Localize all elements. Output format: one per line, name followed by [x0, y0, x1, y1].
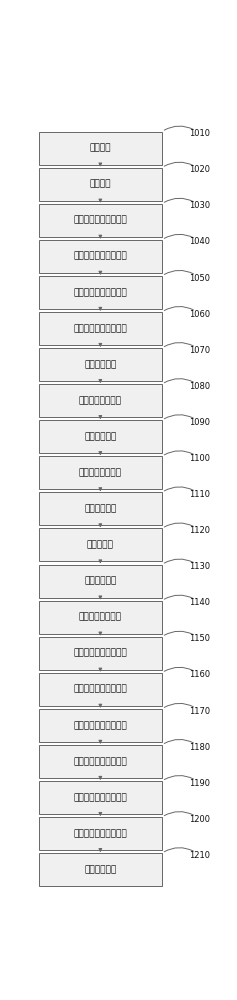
Text: 1070: 1070	[189, 346, 210, 355]
Bar	[39, 637, 162, 670]
Text: 相位差模块: 相位差模块	[87, 540, 114, 549]
Text: 1090: 1090	[190, 418, 210, 427]
Bar	[39, 781, 162, 814]
Text: 第二虚数向量滤波模块: 第二虚数向量滤波模块	[73, 793, 127, 802]
Bar	[39, 528, 162, 561]
Text: 第二实数向量序列模块: 第二实数向量序列模块	[73, 649, 127, 658]
Text: 采样模块: 采样模块	[90, 144, 111, 153]
Text: 第一实数向量序列模块: 第一实数向量序列模块	[73, 216, 127, 225]
Bar	[39, 348, 162, 381]
Text: 1150: 1150	[190, 634, 210, 643]
Bar	[39, 132, 162, 165]
Text: 第二实数向量积分模块: 第二实数向量积分模块	[73, 721, 127, 730]
Text: 第二虚数向量积分模块: 第二虚数向量积分模块	[73, 829, 127, 838]
Text: 参考频率重置模块: 参考频率重置模块	[79, 613, 122, 622]
Text: 1010: 1010	[190, 129, 210, 138]
Text: 第一实数向量滤波模块: 第一实数向量滤波模块	[73, 252, 127, 261]
Text: 1140: 1140	[190, 598, 210, 607]
Text: 1160: 1160	[189, 670, 210, 679]
Text: 1060: 1060	[189, 310, 210, 319]
Text: 1180: 1180	[189, 743, 210, 752]
Text: 1080: 1080	[189, 382, 210, 391]
Bar	[39, 673, 162, 706]
Text: 后段序列积分模块: 后段序列积分模块	[79, 468, 122, 477]
Text: 第二实数向量滤波模块: 第二实数向量滤波模块	[73, 685, 127, 694]
Bar	[39, 240, 162, 273]
Text: 第一虚数向量序列模块: 第一虚数向量序列模块	[73, 288, 127, 297]
Bar	[39, 168, 162, 201]
Bar	[39, 384, 162, 417]
Text: 初测模块: 初测模块	[90, 180, 111, 189]
Text: 1130: 1130	[189, 562, 210, 571]
Text: 第一相位模块: 第一相位模块	[84, 432, 116, 441]
Text: 谐波相位模块: 谐波相位模块	[84, 865, 116, 874]
Text: 1170: 1170	[189, 707, 210, 716]
Bar	[39, 276, 162, 309]
Bar	[39, 601, 162, 634]
Text: 1190: 1190	[190, 779, 210, 788]
Bar	[39, 817, 162, 850]
Bar	[39, 565, 162, 598]
Bar	[39, 420, 162, 453]
Text: 1030: 1030	[189, 201, 210, 210]
Text: 1100: 1100	[190, 454, 210, 463]
Text: 第二虚数向量序列模块: 第二虚数向量序列模块	[73, 757, 127, 766]
Text: 1200: 1200	[190, 815, 210, 824]
Text: 1210: 1210	[190, 851, 210, 860]
Bar	[39, 709, 162, 742]
Bar	[39, 853, 162, 886]
Text: 第一虚数向量滤波模块: 第一虚数向量滤波模块	[73, 324, 127, 333]
Text: 第二相位模块: 第二相位模块	[84, 504, 116, 513]
Text: 前段序列积分模块: 前段序列积分模块	[79, 396, 122, 405]
Bar	[39, 745, 162, 778]
Text: 1020: 1020	[190, 165, 210, 174]
Text: 1120: 1120	[190, 526, 210, 535]
Text: 1110: 1110	[190, 490, 210, 499]
Bar	[39, 492, 162, 525]
Text: 1040: 1040	[190, 237, 210, 246]
Bar	[39, 312, 162, 345]
Text: 1050: 1050	[190, 274, 210, 283]
Text: 基波频率模块: 基波频率模块	[84, 577, 116, 586]
Text: 序列等分模块: 序列等分模块	[84, 360, 116, 369]
Bar	[39, 204, 162, 237]
Bar	[39, 456, 162, 489]
